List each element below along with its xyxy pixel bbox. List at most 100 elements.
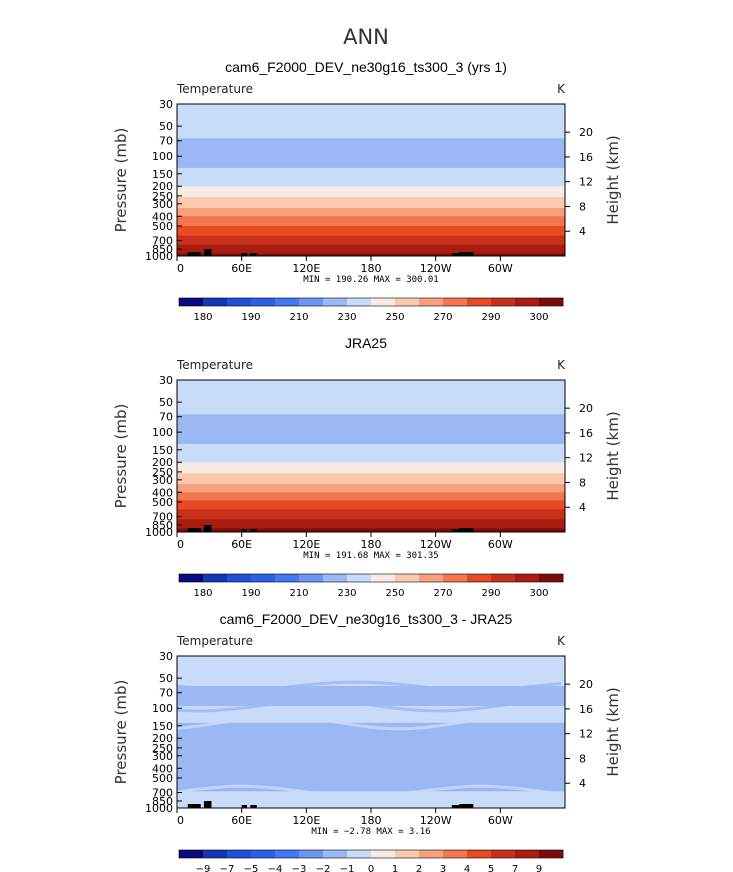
- contour-band: [177, 530, 565, 532]
- x-tick-label: 60E: [231, 814, 252, 827]
- height-tick-label: 20: [579, 402, 593, 415]
- contour-band: [177, 519, 565, 522]
- contour-band: [177, 173, 565, 177]
- contour-band: [177, 148, 565, 152]
- contour-band: [177, 217, 565, 221]
- contour-band: [177, 180, 565, 183]
- colorbar-swatch: [395, 850, 420, 858]
- topography: [459, 804, 474, 808]
- y-tick-label: 300: [152, 750, 173, 763]
- contour-band: [177, 115, 565, 120]
- y-tick-label: 150: [152, 720, 173, 733]
- contour-band: [177, 414, 565, 418]
- colorbar-swatch: [275, 298, 300, 306]
- contour-band: [177, 451, 565, 455]
- y-tick-label: 70: [159, 411, 173, 424]
- colorbar-label: 2: [416, 864, 422, 872]
- y-tick-label: 200: [152, 732, 173, 745]
- height-tick-label: 12: [579, 176, 593, 189]
- topography: [459, 252, 474, 256]
- height-tick-label: 8: [579, 752, 586, 765]
- colorbar-swatch: [299, 574, 324, 582]
- colorbar-label: 7: [512, 864, 518, 872]
- x-tick-label: 120W: [420, 262, 452, 275]
- contour-band: [177, 187, 565, 191]
- x-tick-label: 120E: [292, 262, 320, 275]
- colorbar-swatch: [179, 298, 204, 306]
- y-tick-label: 850: [152, 243, 173, 256]
- contour-band: [177, 468, 565, 471]
- x-tick-label: 120W: [420, 538, 452, 551]
- height-tick-label: 4: [579, 225, 586, 238]
- contour-band: [177, 394, 565, 400]
- contour-band: [177, 527, 565, 530]
- colorbar-swatch: [347, 574, 372, 582]
- contour-band: [177, 128, 565, 132]
- x-tick-label: 60W: [488, 814, 513, 827]
- contour-band: [177, 207, 565, 211]
- colorbar-label: 3: [440, 864, 446, 872]
- contour-band: [177, 241, 565, 244]
- contour-band: [177, 407, 565, 411]
- height-tick-label: 16: [579, 151, 593, 164]
- y-axis-label: Pressure (mb): [112, 680, 130, 785]
- contour-band: [177, 478, 565, 481]
- contour-band: [177, 254, 565, 256]
- contour-band: [177, 126, 565, 130]
- contour-band: [177, 104, 565, 109]
- y-tick-label: 70: [159, 135, 173, 148]
- y-tick-label: 400: [152, 762, 173, 775]
- contour-band: [177, 463, 565, 467]
- colorbar-swatch: [419, 850, 444, 858]
- colorbar-swatch: [443, 298, 468, 306]
- contour-band: [177, 251, 565, 254]
- contour-band: [177, 224, 565, 227]
- contour-band: [177, 467, 565, 470]
- stats-label: MIN = 190.26 MAX = 300.01: [303, 275, 438, 285]
- contour-band: [177, 195, 565, 198]
- contour-band: [177, 175, 565, 179]
- contour-band: [177, 118, 565, 124]
- colorbar-swatch: [179, 850, 204, 858]
- contour-band: [177, 162, 565, 166]
- contour-band: [177, 486, 565, 489]
- contour-line: [177, 784, 562, 798]
- contour-band: [177, 138, 565, 142]
- topography: [241, 253, 248, 256]
- colorbar-swatch: [443, 574, 468, 582]
- y-tick-label: 50: [159, 120, 173, 133]
- panel-title: cam6_F2000_DEV_ne30g16_ts300_3 (yrs 1): [225, 59, 507, 75]
- colorbar-swatch: [467, 850, 492, 858]
- colorbar-label: 270: [433, 588, 452, 599]
- contour-band: [177, 203, 565, 207]
- contour-band: [177, 246, 565, 249]
- height-tick-label: 20: [579, 126, 593, 139]
- height-tick-label: 4: [579, 501, 586, 514]
- colorbar-swatch: [467, 574, 492, 582]
- y-tick-label: 700: [152, 787, 173, 800]
- y-tick-label: 700: [152, 235, 173, 248]
- contour-band: [177, 250, 565, 252]
- contour-band: [177, 143, 565, 147]
- colorbar-label: −3: [292, 864, 307, 872]
- y-tick-label: 250: [152, 190, 173, 203]
- contour-band: [177, 504, 565, 508]
- contour-band: [177, 458, 565, 461]
- y-tick-label: 100: [152, 150, 173, 163]
- y-tick-label: 50: [159, 396, 173, 409]
- colorbar-swatch: [371, 298, 396, 306]
- contour-band: [177, 214, 565, 217]
- contour-band: [177, 221, 565, 224]
- y-tick-label: 500: [152, 772, 173, 785]
- y-tick-label: 70: [159, 687, 173, 700]
- contour-band: [177, 432, 565, 436]
- y-tick-label: 50: [159, 672, 173, 685]
- contour-band: [177, 243, 565, 246]
- colorbar-swatch: [539, 574, 564, 582]
- contour-band: [177, 199, 565, 202]
- height-tick-label: 4: [579, 777, 586, 790]
- contour-band: [177, 391, 565, 396]
- contour-band: [177, 411, 565, 415]
- contour-band: [177, 492, 565, 495]
- contour-band: [177, 465, 565, 468]
